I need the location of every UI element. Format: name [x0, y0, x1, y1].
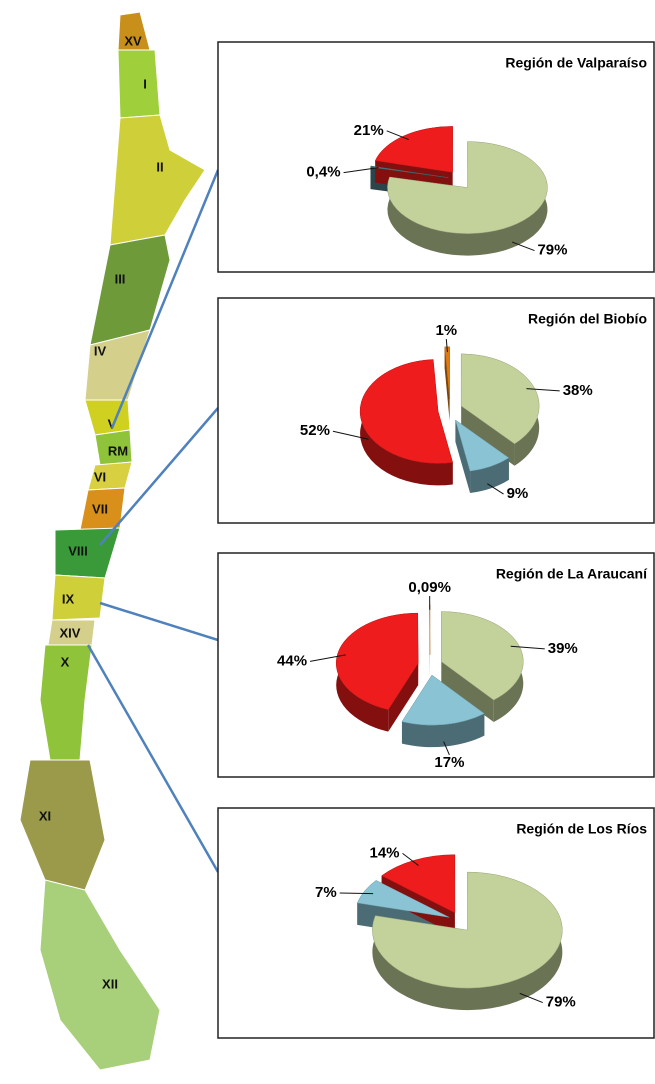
- connector: [86, 644, 220, 873]
- pie-slice: [381, 854, 456, 914]
- map: [19, 11, 206, 1071]
- data-label: 79%: [537, 242, 567, 259]
- pie-slice: [374, 126, 453, 173]
- leader-line: [510, 645, 545, 650]
- chart-title: Región de Valparaíso: [505, 55, 647, 71]
- leader-line: [443, 741, 450, 756]
- leader-line: [526, 388, 560, 392]
- tops: [356, 854, 563, 989]
- chart-title: Región de Los Ríos: [516, 821, 647, 837]
- slice-wall: [455, 419, 471, 494]
- leader-line: [445, 338, 448, 353]
- region-label: VIII: [68, 543, 88, 558]
- region-label: VII: [92, 501, 108, 516]
- leader-line: [511, 241, 535, 252]
- tops: [359, 346, 540, 472]
- data-label: 0,09%: [408, 579, 451, 596]
- region-label: X: [61, 654, 70, 669]
- pie-chart: Región de Los Ríos 79% 7% 14%: [217, 807, 655, 1039]
- region-label: VI: [94, 469, 106, 484]
- tops: [370, 126, 548, 234]
- pie-slice: [455, 419, 510, 472]
- leader-line: [519, 992, 543, 1003]
- leader-line: [343, 167, 379, 174]
- pie-slice: [460, 353, 540, 445]
- region-label: IV: [94, 343, 107, 358]
- region-label: XII: [102, 976, 118, 991]
- region: [109, 114, 206, 246]
- leader-line: [487, 483, 504, 495]
- region-label: XV: [124, 33, 142, 48]
- connectors: [86, 169, 220, 873]
- pie-chart: Región de La Araucaní 39% 17% 44% 0,09%: [217, 552, 655, 778]
- region-label: XIV: [60, 625, 81, 640]
- slice-wall: [461, 405, 515, 466]
- region-label: RM: [108, 443, 128, 458]
- region-label: V: [108, 416, 117, 431]
- region: [117, 49, 161, 119]
- tops: [336, 604, 524, 726]
- pie-slice: [370, 165, 449, 178]
- chart-title: Región del Biobío: [528, 311, 647, 327]
- pie-slice: [359, 359, 454, 464]
- region: [51, 574, 106, 621]
- connector: [110, 169, 220, 429]
- leader-line: [309, 654, 346, 662]
- connector: [99, 407, 219, 546]
- data-label: 17%: [434, 754, 464, 771]
- region-label: III: [115, 271, 126, 286]
- pie-slice: [387, 141, 548, 234]
- slice-side: [401, 713, 485, 748]
- pie-chart: Región de Valparaíso 79% 0,4% 21%: [217, 41, 655, 273]
- region-label: IX: [62, 591, 75, 606]
- pie-slice: [441, 611, 524, 701]
- data-label: 52%: [300, 422, 330, 439]
- slice-wall: [441, 661, 494, 722]
- data-label: 9%: [507, 485, 529, 502]
- data-label: 21%: [354, 122, 384, 139]
- pie-slice: [401, 674, 485, 726]
- region: [89, 234, 171, 346]
- data-label: 39%: [548, 640, 578, 657]
- data-label: 14%: [369, 844, 399, 861]
- region-label: II: [156, 159, 163, 174]
- region-label: XI: [39, 808, 51, 823]
- region: [19, 759, 106, 891]
- chart-title: Región de La Araucaní: [496, 566, 648, 582]
- leader-line: [339, 892, 374, 895]
- data-label: 7%: [315, 884, 337, 901]
- connector: [99, 601, 219, 642]
- pie-slice: [336, 612, 419, 710]
- slice-side: [470, 457, 509, 494]
- leader-line: [386, 130, 409, 141]
- slice-wall: [388, 663, 419, 732]
- region-label: I: [143, 76, 147, 91]
- region: [39, 879, 161, 1071]
- data-label: 0,4%: [306, 164, 340, 181]
- pie-slice: [372, 871, 563, 989]
- data-label: 44%: [277, 652, 307, 669]
- data-label: 38%: [563, 382, 593, 399]
- pie-chart: Región del Biobío 38% 9% 52% 1%: [217, 297, 655, 524]
- data-label: 79%: [546, 994, 576, 1011]
- leader-line: [402, 852, 419, 866]
- pie-slice: [356, 880, 450, 918]
- data-label: 1%: [435, 322, 457, 339]
- leader-line: [332, 430, 369, 440]
